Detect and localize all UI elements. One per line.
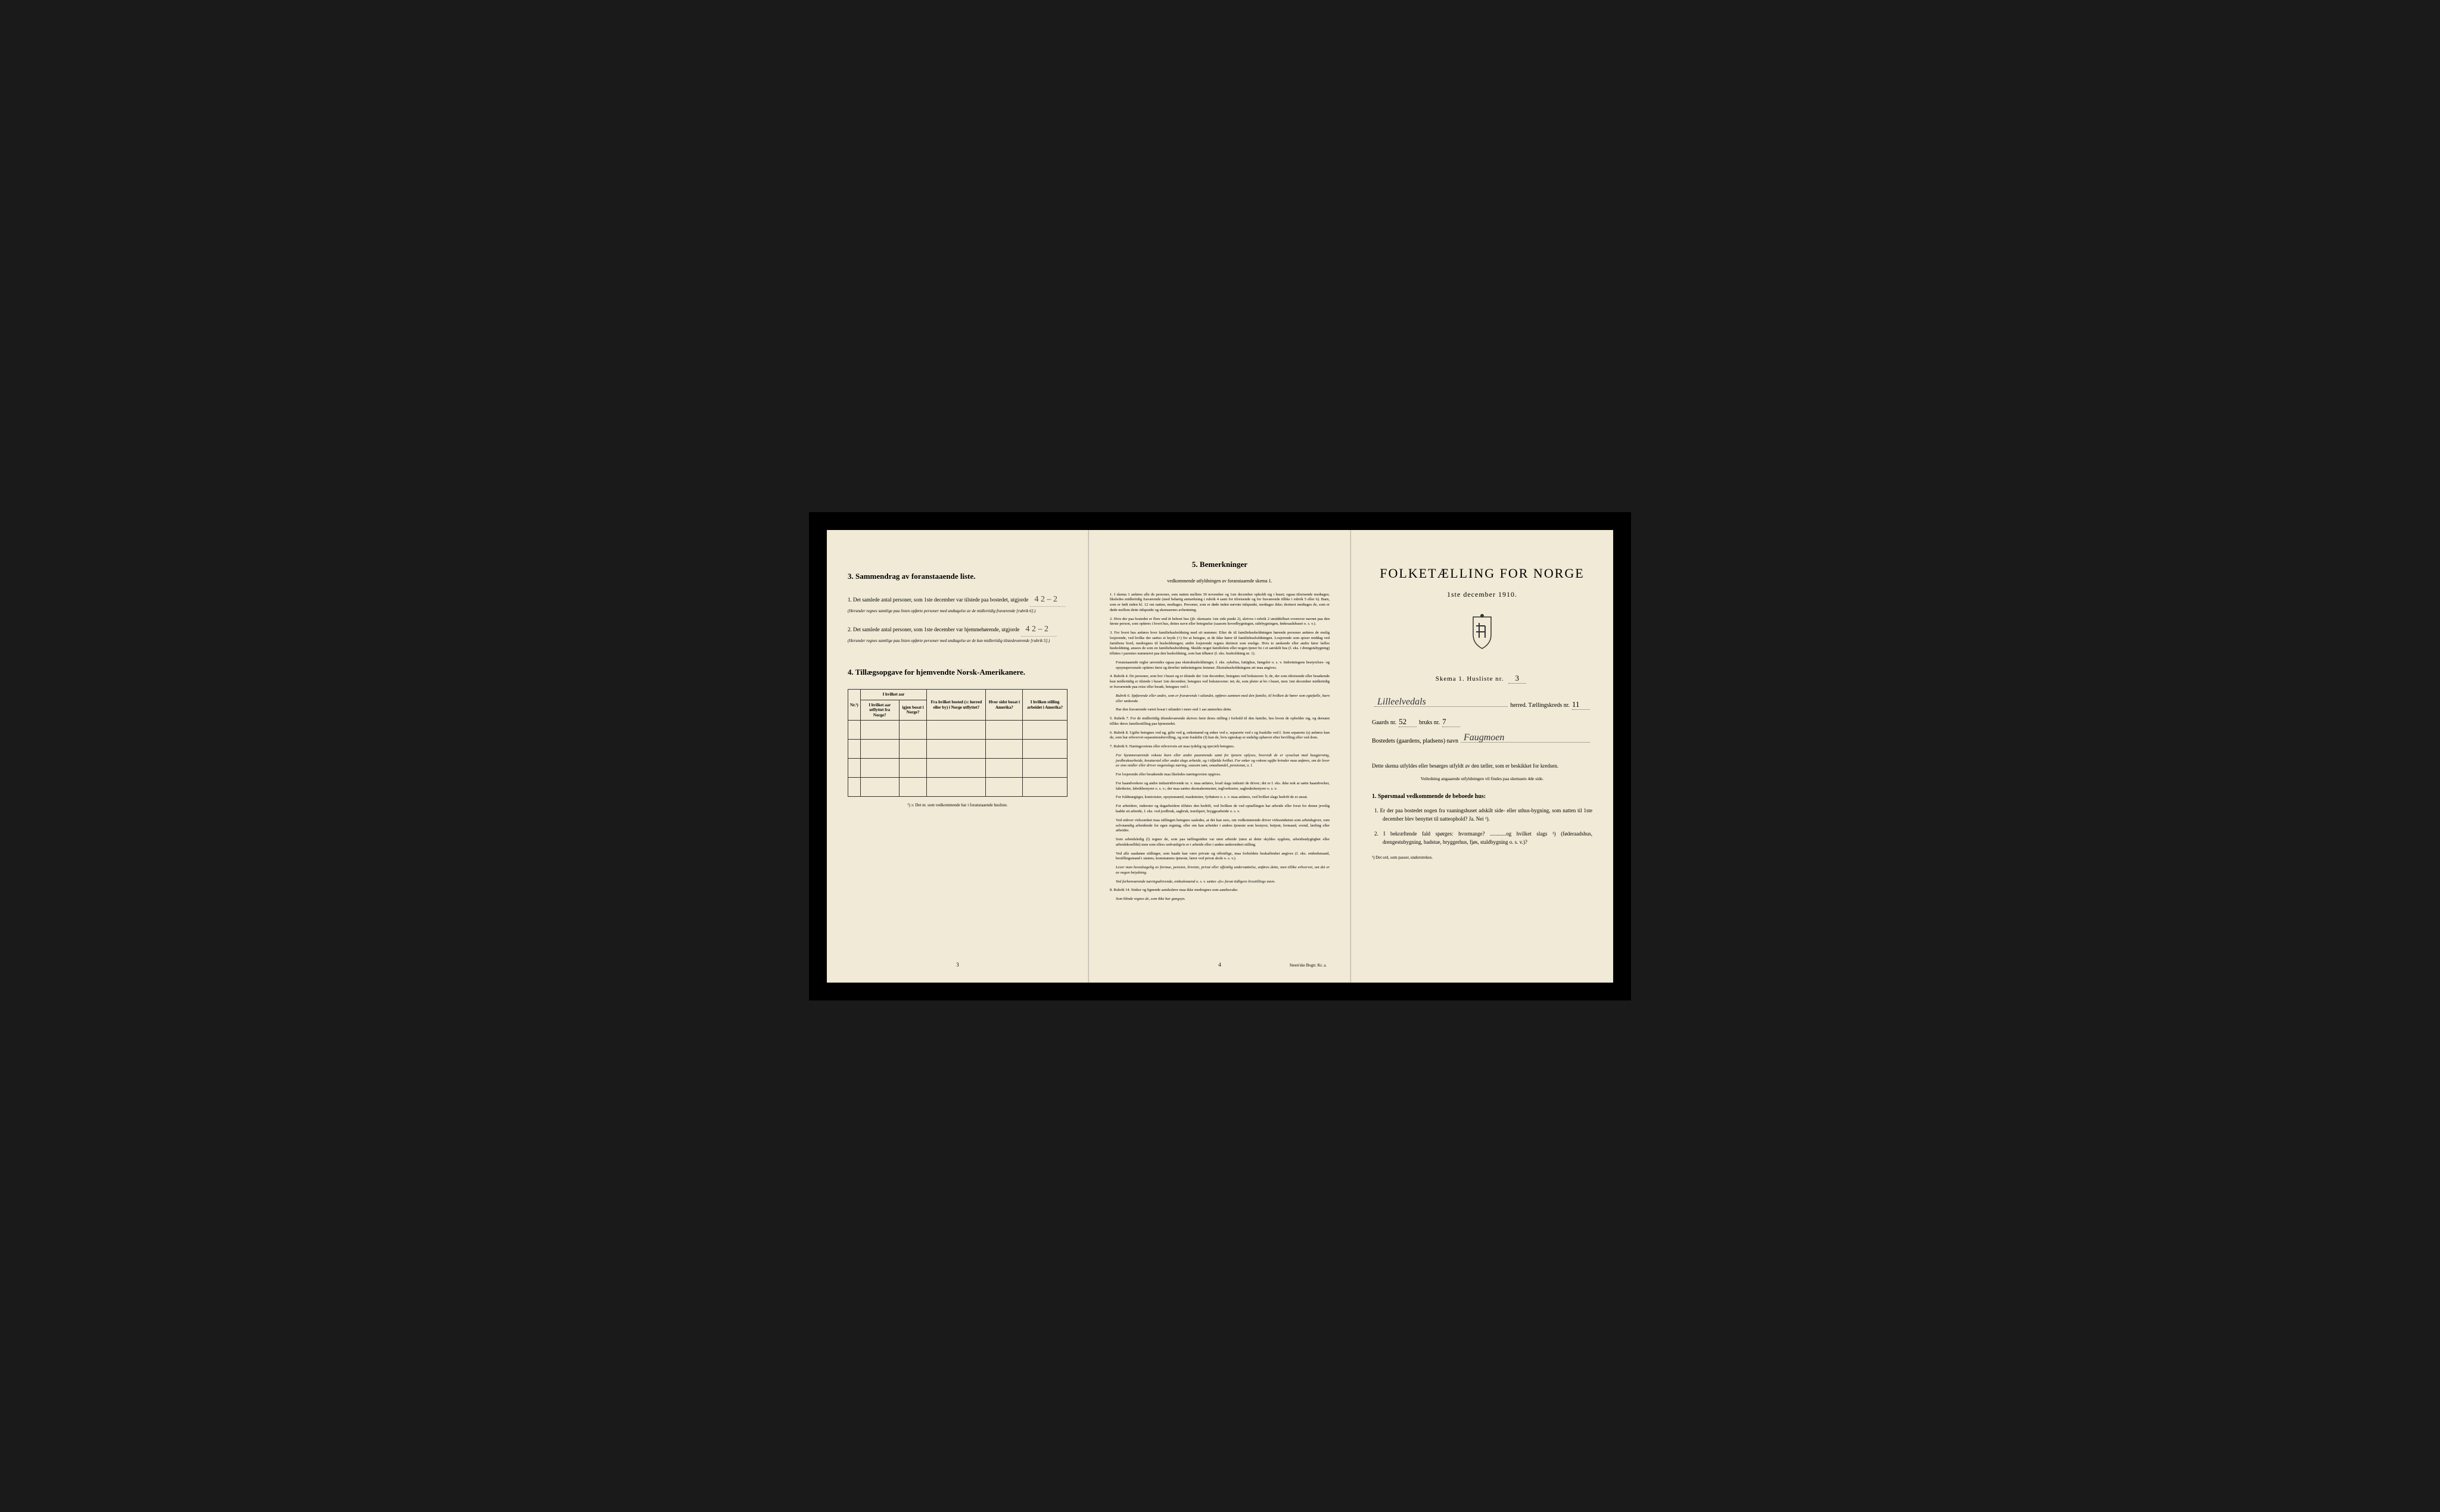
bruks-nr: 7 [1442, 717, 1460, 727]
sub-note: Veiledning angaaende utfyldningen vil fi… [1372, 776, 1592, 781]
para-5: 5. Rubrik 7. For de midlertidig tilstede… [1110, 716, 1330, 727]
section-3-title: 3. Sammendrag av foranstaaende liste. [848, 572, 1068, 581]
para-4b: Rubrik 6. Sjøfarende eller andre, som er… [1110, 694, 1330, 704]
para-7h: Ved alle saadanne stillinger, som baade … [1110, 852, 1330, 862]
para-7g: Som arbeidsledig (l) regnes de, som paa … [1110, 837, 1330, 848]
th-amerika: Hvor sidst bosat i Amerika? [986, 690, 1023, 721]
table-row [848, 759, 1068, 778]
kreds-nr: 11 [1572, 700, 1590, 710]
para-7c: For haandverkere og andre industridriven… [1110, 781, 1330, 792]
para-7i: Lever man hovedsagelig av formue, pensio… [1110, 865, 1330, 876]
para-3b: Foranstaaende regler anvendes ogsaa paa … [1110, 660, 1330, 671]
para-7j: Ved forhenværende næringsdrivende, embed… [1110, 880, 1330, 885]
th-igjen: igjen bosat i Norge? [899, 700, 927, 720]
skema-nr: 3 [1508, 674, 1526, 684]
gaards-nr: 52 [1399, 717, 1417, 727]
item-1-text: 1. Det samlede antal personer, som 1ste … [848, 597, 1028, 603]
instructions: 1. I skema 1 anføres alle de personer, s… [1110, 593, 1330, 902]
imprint: Steen'ske Bogtr. Kr. a. [1290, 963, 1327, 968]
para-7f: Ved enhver virksomhet maa stillingen bet… [1110, 818, 1330, 834]
th-aar-span: I hvilket aar [860, 690, 927, 700]
coat-of-arms-icon [1372, 614, 1592, 653]
page-1: 3. Sammendrag av foranstaaende liste. 1.… [827, 530, 1089, 983]
herred-line: Lilleelvedals herred. Tællingskreds nr. … [1372, 699, 1592, 710]
question-header: 1. Spørsmaal vedkommende de beboede hus: [1372, 793, 1592, 800]
para-8b: Som blinde regnes de, som ikke har gangs… [1110, 897, 1330, 902]
para-7a: For hjemmeværende voksne barn eller andr… [1110, 753, 1330, 769]
bosted-line: Bostedets (gaardens, pladsens) navn Faug… [1372, 734, 1592, 744]
table-row [848, 778, 1068, 797]
bosted-label: Bostedets (gaardens, pladsens) navn [1372, 738, 1458, 744]
para-1: 1. I skema 1 anføres alle de personer, s… [1110, 593, 1330, 613]
page-3: FOLKETÆLLING FOR NORGE 1ste december 191… [1351, 530, 1613, 983]
section-5-subtitle: vedkommende utfyldningen av foranstaaend… [1110, 578, 1330, 584]
para-7b: For losjerende eller besøkende maa likel… [1110, 772, 1330, 778]
item-2-value: 4 2 – 2 [1021, 623, 1057, 637]
para-7d: For fuldmægtiger, kontorister, opsynsmæn… [1110, 795, 1330, 800]
item-1-note: (Herunder regnes samtlige paa listen opf… [848, 609, 1068, 614]
table-row [848, 740, 1068, 759]
gaards-line: Gaards nr. 52 bruks nr. 7 [1372, 717, 1592, 727]
item-2-text: 2. Det samlede antal personer, som 1ste … [848, 626, 1019, 632]
para-4c: Har den fraværende været bosat i utlande… [1110, 707, 1330, 713]
page-2: 5. Bemerkninger vedkommende utfyldningen… [1089, 530, 1351, 983]
table-footnote: ¹) ɔ: Det nr. som vedkommende har i fora… [848, 803, 1068, 808]
emigrant-table: Nr.¹) I hvilket aar Fra hvilket bosted (… [848, 689, 1068, 797]
main-title: FOLKETÆLLING FOR NORGE [1372, 566, 1592, 581]
question-2: 2. I bekræftende fald spørges: hvormange… [1372, 830, 1592, 846]
th-nr: Nr.¹) [848, 690, 861, 721]
para-7e: For arbeidere, inderster og dagarbeidere… [1110, 804, 1330, 815]
section-4-title: 4. Tillægsopgave for hjemvendte Norsk-Am… [848, 668, 1068, 677]
th-utflyttet: I hvilket aar utflyttet fra Norge? [860, 700, 899, 720]
bruks-label: bruks nr. [1419, 719, 1440, 726]
para-7: 7. Rubrik 9. Næringsveiens eller erhverv… [1110, 744, 1330, 750]
herred-label: herred. Tællingskreds nr. [1510, 702, 1570, 709]
para-6: 6. Rubrik 8. Ugifte betegnes ved ug, gif… [1110, 731, 1330, 741]
para-2: 2. Hvis der paa bostedet er flere end ét… [1110, 617, 1330, 628]
skema-line: Skema 1. Husliste nr. 3 [1372, 674, 1592, 684]
date-line: 1ste december 1910. [1372, 590, 1592, 599]
footnote-3: ¹) Det ord, som passer, understrekes. [1372, 855, 1592, 860]
section-5-title: 5. Bemerkninger [1110, 560, 1330, 569]
item-2: 2. Det samlede antal personer, som 1ste … [848, 623, 1068, 644]
para-8: 8. Rubrik 14. Sinker og lignende aandssl… [1110, 888, 1330, 893]
bosted-value: Faugmoen [1464, 732, 1504, 743]
th-stilling: I hvilken stilling arbeidet i Amerika? [1023, 690, 1068, 721]
census-document: 3. Sammendrag av foranstaaende liste. 1.… [809, 512, 1631, 1000]
table-row [848, 721, 1068, 740]
page-number-2: 4 [1218, 962, 1221, 968]
th-bosted: Fra hvilket bosted (ɔ: herred eller by) … [927, 690, 986, 721]
item-1: 1. Det samlede antal personer, som 1ste … [848, 593, 1068, 614]
page-number-1: 3 [956, 962, 959, 968]
skema-label: Skema 1. Husliste nr. [1436, 675, 1504, 682]
item-2-note: (Herunder regnes samtlige paa listen opf… [848, 638, 1068, 644]
intro-text: Dette skema utfyldes eller besørges utfy… [1372, 762, 1592, 771]
question-1: 1. Er der paa bostedet nogen fra vaaning… [1372, 807, 1592, 823]
gaards-label: Gaards nr. [1372, 719, 1396, 726]
item-1-value: 4 2 – 2 [1030, 593, 1066, 607]
para-4: 4. Rubrik 4. De personer, som bor i huse… [1110, 674, 1330, 690]
herred-value: Lilleelvedals [1377, 697, 1426, 707]
para-3: 3. For hvert hus anføres hver familiehus… [1110, 631, 1330, 657]
